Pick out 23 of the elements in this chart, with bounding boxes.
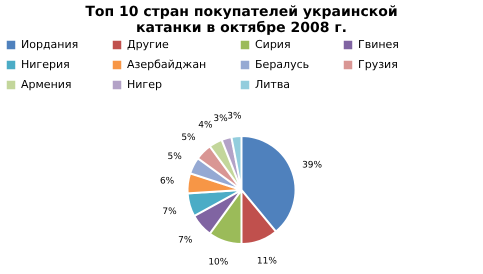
data-label: 7% [162,206,178,217]
legend-label: Гвинея [358,38,399,51]
legend-label: Иордания [21,38,78,51]
data-label: 4% [198,120,213,130]
data-label: 5% [168,152,182,162]
legend-label: Армения [21,78,72,91]
legend-label: Литва [255,78,290,91]
data-label: 10% [208,257,229,268]
legend-label: Грузия [358,58,398,71]
legend-label: Бералусь [255,58,310,71]
legend-label: Сирия [255,38,291,51]
legend-label: Нигерия [21,58,70,71]
data-label: 3% [227,111,242,122]
data-label: 11% [256,256,278,267]
data-label: 3% [213,114,228,124]
legend-label: Нигер [127,78,162,91]
data-label: 6% [160,176,175,187]
data-label: 7% [178,236,193,246]
data-label: 5% [181,132,196,143]
chart-title: Топ 10 стран покупателей украинской катанки в октябре 2008 г. [85,4,398,36]
legend-label: Азербайджан [127,58,206,71]
data-label: 39% [302,160,323,171]
legend-label: Другие [127,38,170,51]
